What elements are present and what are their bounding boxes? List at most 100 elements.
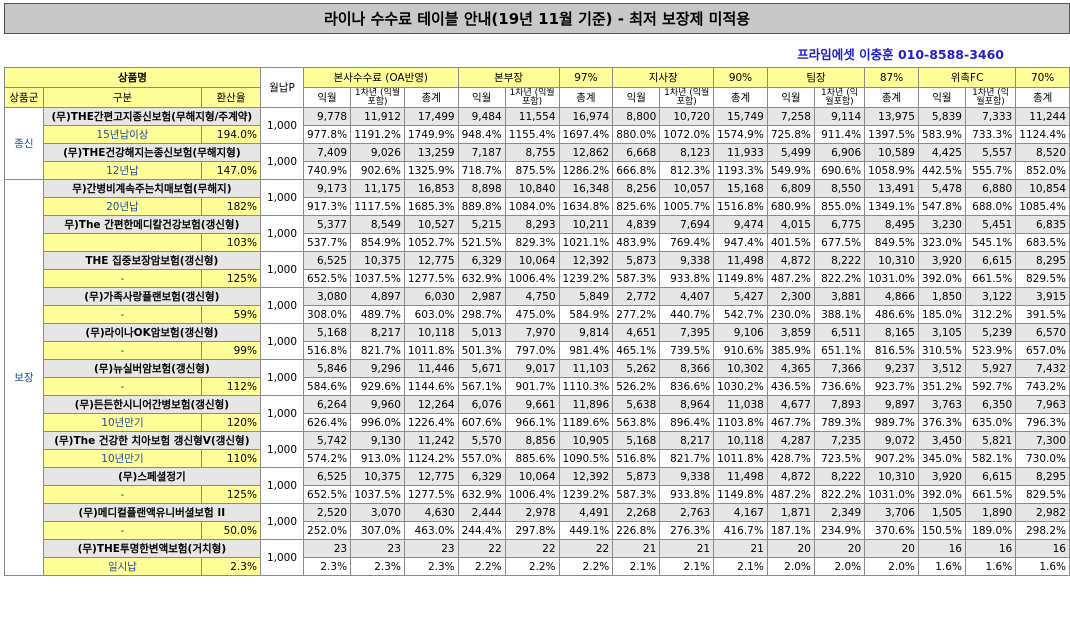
amount-cell: 5,638: [612, 395, 661, 414]
amount-cell: 5,671: [457, 359, 506, 378]
amount-cell: 3,080: [303, 287, 352, 306]
pct-cell: 1058.9%: [864, 161, 919, 180]
pct-cell: 563.8%: [612, 413, 661, 432]
pct-cell: 230.0%: [766, 305, 815, 324]
pct-cell: 911.4%: [813, 125, 866, 144]
amount-cell: 11,175: [350, 179, 405, 198]
amount-cell: 10,589: [864, 143, 919, 162]
pct-cell: 376.3%: [917, 413, 966, 432]
pct-cell: 310.5%: [917, 341, 966, 360]
header-channel-head-pct: 97%: [558, 67, 614, 88]
pct-cell: 1286.2%: [558, 161, 614, 180]
pct-cell: 583.9%: [917, 125, 966, 144]
pct-cell: 607.6%: [457, 413, 506, 432]
pct-cell: 1.6%: [917, 557, 966, 576]
pct-cell: 185.0%: [917, 305, 966, 324]
pct-cell: 996.0%: [350, 413, 405, 432]
amount-cell: 2,987: [457, 287, 506, 306]
amount-cell: 2,444: [457, 503, 506, 522]
pct-cell: 2.1%: [612, 557, 661, 576]
pct-cell: 307.0%: [350, 521, 405, 540]
division-cell: -: [42, 305, 203, 324]
conversion-cell: 125%: [201, 269, 261, 288]
pct-cell: 2.0%: [813, 557, 866, 576]
amount-cell: 4,839: [612, 215, 661, 234]
conversion-cell: 99%: [201, 341, 261, 360]
amount-cell: 15,749: [713, 107, 768, 126]
pct-cell: 592.7%: [964, 377, 1017, 396]
header-channel-fc-pct: 70%: [1015, 67, 1070, 88]
division-cell: -: [42, 485, 203, 504]
amount-cell: 8,898: [457, 179, 506, 198]
division-cell: -: [42, 521, 203, 540]
amount-cell: 16,348: [558, 179, 614, 198]
amount-cell: 10,310: [864, 251, 919, 270]
pct-cell: 822.2%: [813, 485, 866, 504]
pct-cell: 1749.9%: [403, 125, 459, 144]
division-cell: 12년납: [42, 161, 203, 180]
pct-cell: 463.0%: [403, 521, 459, 540]
amount-cell: 5,427: [713, 287, 768, 306]
pct-cell: 308.0%: [303, 305, 352, 324]
amount-cell: 3,920: [917, 251, 966, 270]
pct-cell: 981.4%: [558, 341, 614, 360]
header-gain: 익월: [766, 87, 815, 108]
pct-cell: 1189.6%: [558, 413, 614, 432]
premium-cell: 1,000: [259, 287, 305, 324]
table-row: (무)The 건강한 치아보험 갱신형V(갱신형) 1,000 5,742 9,130…: [5, 431, 1070, 468]
pct-cell: 442.5%: [917, 161, 966, 180]
amount-cell: 9,072: [864, 431, 919, 450]
amount-cell: 6,615: [964, 251, 1017, 270]
premium-cell: 1,000: [259, 467, 305, 504]
pct-cell: 812.3%: [659, 161, 715, 180]
amount-cell: 13,975: [864, 107, 919, 126]
amount-cell: 6,329: [457, 251, 506, 270]
amount-cell: 22: [457, 539, 506, 558]
header-conversion: 환산율: [201, 87, 261, 108]
amount-cell: 5,846: [303, 359, 352, 378]
amount-cell: 10,840: [504, 179, 560, 198]
amount-cell: 10,854: [1015, 179, 1070, 198]
amount-cell: 7,963: [1015, 395, 1070, 414]
pct-cell: 388.1%: [813, 305, 866, 324]
amount-cell: 11,498: [713, 251, 768, 270]
amount-cell: 9,338: [659, 467, 715, 486]
pct-cell: 587.3%: [612, 269, 661, 288]
pct-cell: 2.3%: [403, 557, 459, 576]
contact-info: 프라임에셋 이충훈 010-8588-3460: [797, 47, 1004, 62]
group-cell: 보장: [4, 179, 44, 576]
amount-cell: 6,775: [813, 215, 866, 234]
amount-cell: 9,026: [350, 143, 405, 162]
pct-cell: 2.0%: [766, 557, 815, 576]
pct-cell: 907.2%: [864, 449, 919, 468]
product-name: (무)THE간편고지종신보험(무해지형/주계약): [42, 107, 261, 126]
pct-cell: 545.1%: [964, 233, 1017, 252]
amount-cell: 9,661: [504, 395, 560, 414]
pct-cell: 547.8%: [917, 197, 966, 216]
pct-cell: 276.3%: [659, 521, 715, 540]
amount-cell: 5,013: [457, 323, 506, 342]
amount-cell: 11,244: [1015, 107, 1070, 126]
pct-cell: 574.2%: [303, 449, 352, 468]
amount-cell: 9,960: [350, 395, 405, 414]
amount-cell: 16: [917, 539, 966, 558]
pct-cell: 652.5%: [303, 269, 352, 288]
pct-cell: 516.8%: [612, 449, 661, 468]
amount-cell: 11,933: [713, 143, 768, 162]
amount-cell: 21: [713, 539, 768, 558]
pct-cell: 923.7%: [864, 377, 919, 396]
pct-cell: 2.2%: [457, 557, 506, 576]
pct-cell: 1037.5%: [350, 269, 405, 288]
division-cell: -: [42, 341, 203, 360]
amount-cell: 10,720: [659, 107, 715, 126]
pct-cell: 1.6%: [964, 557, 1017, 576]
amount-cell: 1,850: [917, 287, 966, 306]
header-channel-head: 본부장: [457, 67, 560, 88]
amount-cell: 3,920: [917, 467, 966, 486]
amount-cell: 6,525: [303, 251, 352, 270]
amount-cell: 13,259: [403, 143, 459, 162]
pct-cell: 392.0%: [917, 485, 966, 504]
amount-cell: 8,123: [659, 143, 715, 162]
amount-cell: 5,262: [612, 359, 661, 378]
table-row: (무)스페셜정기 1,000 6,525 10,375 12,775 6,329 10,06…: [5, 467, 1070, 504]
